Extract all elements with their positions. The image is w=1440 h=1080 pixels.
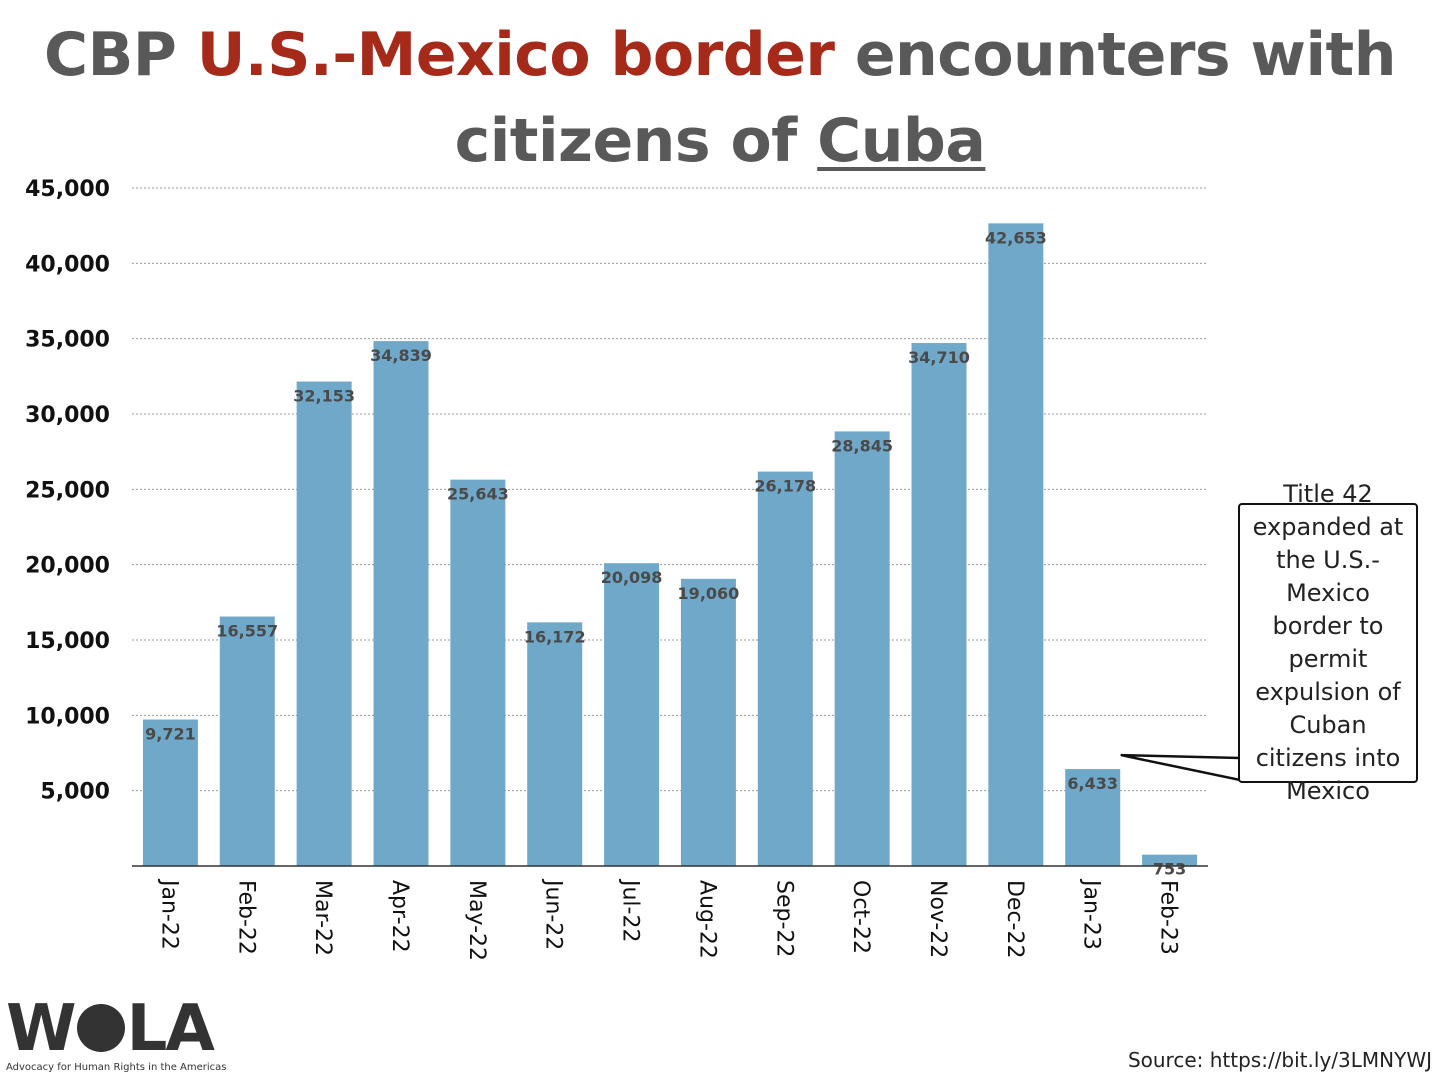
wola-circle-icon: [76, 1004, 125, 1052]
y-tick-label: 40,000: [25, 252, 110, 277]
y-tick-label: 10,000: [25, 704, 110, 729]
y-tick-label: 30,000: [25, 403, 110, 428]
y-tick-label: 35,000: [25, 328, 110, 353]
x-tick-label: Feb-22: [233, 880, 258, 955]
x-tick-label: Mar-22: [310, 880, 335, 956]
x-tick-label: Oct-22: [848, 880, 873, 954]
bar-value-label: 753: [1153, 860, 1186, 879]
x-tick-label: Nov-22: [925, 880, 950, 958]
bar: [604, 563, 660, 866]
bar: [373, 341, 429, 866]
source-note: Source: https://bit.ly/3LMNYWJ: [1127, 1048, 1432, 1072]
bar-value-label: 34,710: [908, 348, 970, 367]
title-part-5: Cuba: [817, 106, 986, 176]
y-tick-label: 5,000: [40, 780, 110, 805]
bar: [757, 471, 813, 866]
x-tick-label: Jan-22: [156, 878, 181, 950]
x-tick-label: Dec-22: [1002, 880, 1027, 959]
bar-value-label: 19,060: [678, 584, 740, 603]
bar: [1065, 769, 1121, 866]
bar-value-label: 42,653: [985, 228, 1047, 247]
bar: [834, 431, 890, 866]
bar-value-label: 6,433: [1067, 774, 1118, 793]
annotation-callout: Title 42 expanded at the U.S.-Mexico bor…: [1238, 480, 1418, 805]
y-tick-label: 15,000: [25, 629, 110, 654]
bar: [142, 719, 198, 866]
annotation-text: Title 42 expanded at the U.S.-Mexico bor…: [1252, 480, 1404, 805]
x-tick-label: Sep-22: [771, 880, 796, 957]
title-part-1: CBP: [44, 20, 197, 90]
x-tick-label: Aug-22: [694, 880, 719, 959]
x-tick-label: Jul-22: [618, 878, 643, 942]
bar-chart: 5,000 10,000 15,000 20,000 25,000 30,000 35,00…: [25, 177, 1242, 961]
bar-value-label: 16,557: [216, 622, 278, 641]
y-tick-label: 20,000: [25, 554, 110, 579]
logo-letters-la: LA: [126, 992, 215, 1066]
y-tick-label: 25,000: [25, 478, 110, 503]
callout-pointer: [1120, 753, 1242, 782]
bar: [911, 343, 967, 866]
x-tick-label: Jun-22: [541, 878, 566, 950]
bar-value-label: 25,643: [447, 485, 509, 504]
logo-tagline: Advocacy for Human Rights in the America…: [6, 1062, 227, 1073]
bar-value-label: 34,839: [370, 346, 432, 365]
x-tick-label: Apr-22: [387, 880, 412, 953]
bar-value-label: 9,721: [145, 725, 196, 744]
bar-value-label: 20,098: [601, 568, 663, 587]
logo-letter-w: W: [6, 992, 77, 1066]
x-tick-label: Feb-23: [1156, 880, 1181, 955]
bar: [450, 479, 506, 866]
title-part-4: citizens of: [454, 106, 818, 176]
bar: [219, 616, 275, 866]
wola-logo: W LA Advocacy for Human Rights in the Ame…: [6, 994, 246, 1078]
title-part-2: U.S.-Mexico border: [196, 20, 835, 90]
bar-value-label: 28,845: [831, 436, 893, 455]
bar-value-label: 16,172: [524, 627, 586, 646]
x-tick-label: May-22: [464, 880, 489, 961]
bar-value-label: 26,178: [754, 477, 816, 496]
bar: [988, 223, 1044, 867]
bar: [296, 381, 352, 866]
bar-value-label: 32,153: [293, 387, 355, 406]
chart-title: CBP U.S.-Mexico border encounters with c…: [0, 12, 1440, 184]
title-part-3: encounters with: [834, 20, 1397, 90]
logo-wordmark: W LA: [6, 994, 246, 1064]
bar: [527, 622, 583, 866]
bar: [680, 578, 736, 866]
bar: [1142, 854, 1198, 866]
y-tick-label: 45,000: [25, 177, 110, 202]
x-tick-label: Jan-23: [1079, 878, 1104, 950]
